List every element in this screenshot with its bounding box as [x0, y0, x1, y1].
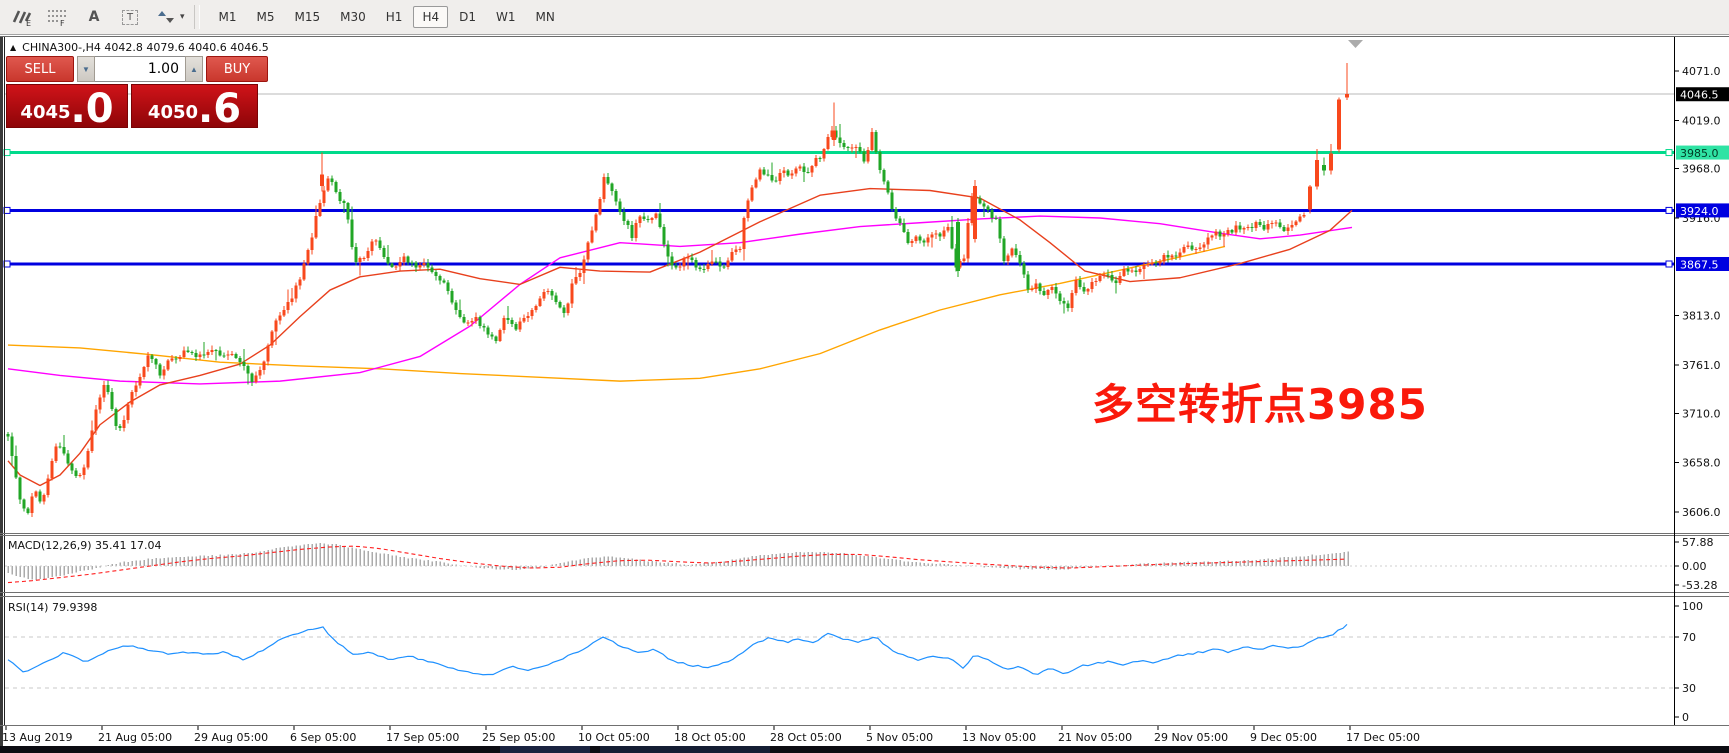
candlestick-series	[6, 62, 1349, 518]
date-tick-label: 21 Aug 05:00	[98, 731, 172, 744]
rsi-axis-label: 100	[1682, 600, 1703, 613]
timeframe-button-H1[interactable]: H1	[385, 10, 403, 24]
ma-fast-line	[7, 187, 1353, 487]
grid-forecast-icon[interactable]: F	[43, 4, 73, 30]
symbol-ohlc-header: ▲ CHINA300-,H4 4042.8 4079.6 4040.6 4046…	[10, 41, 269, 54]
date-tick-label: 6 Sep 05:00	[290, 731, 356, 744]
price-tick-label: 4019.0	[1682, 114, 1721, 127]
date-tick-label: 17 Sep 05:00	[386, 731, 459, 744]
toolbar: E F A T ▾ M1 M5 M15 M30 H1 H4 D1 W1 MN	[0, 0, 1729, 35]
chart-shift-marker-icon[interactable]	[1348, 40, 1363, 48]
macd-axis-label: 0.00	[1682, 560, 1707, 573]
buy-button[interactable]: BUY	[206, 56, 268, 82]
date-tick-label: 10 Oct 05:00	[578, 731, 650, 744]
indicator-axes: 57.88 0.00 -53.28 100 70 30 0	[1674, 536, 1717, 724]
price-badge	[1676, 256, 1729, 271]
level-handle[interactable]	[1665, 149, 1673, 157]
textbox-icon[interactable]: T	[115, 4, 145, 30]
date-tick-label: 28 Oct 05:00	[770, 731, 842, 744]
price-tick-label: 3658.0	[1682, 457, 1721, 470]
sell-price-big-digit: .0	[70, 86, 114, 132]
price-badge	[1676, 145, 1729, 160]
date-tick-label: 5 Nov 05:00	[866, 731, 933, 744]
volume-increase-button[interactable]: ▲	[185, 56, 203, 82]
caret-down-icon[interactable]: ▾	[180, 12, 185, 22]
expert-candles-icon[interactable]: E	[7, 4, 37, 30]
svg-text:E: E	[26, 19, 31, 27]
buy-price-main: 4050	[147, 102, 199, 123]
macd-axis-label: -53.28	[1682, 579, 1717, 592]
rsi-axis-label: 30	[1682, 682, 1696, 695]
toolbar-separator	[193, 5, 200, 29]
buy-price-box[interactable]: 4050.6	[131, 84, 258, 132]
macd-label: MACD(12,26,9) 35.41 17.04	[8, 539, 162, 552]
svg-text:F: F	[60, 19, 65, 27]
panel-borders	[0, 36, 1729, 753]
collapse-icon[interactable]: ▲	[10, 43, 17, 52]
date-tick-label: 29 Aug 05:00	[194, 731, 268, 744]
date-tick-label: 29 Nov 05:00	[1154, 731, 1228, 744]
buy-price-big-digit: .6	[198, 86, 242, 132]
level-handle[interactable]	[1665, 260, 1673, 268]
level-handle[interactable]	[1665, 206, 1673, 214]
timeframe-button-D1[interactable]: D1	[459, 10, 476, 24]
sell-price-box[interactable]: 4045.0	[6, 84, 128, 132]
timeframe-button-M5[interactable]: M5	[256, 10, 275, 24]
rsi-axis-label: 70	[1682, 631, 1696, 644]
date-tick-label: 17 Dec 05:00	[1346, 731, 1420, 744]
rsi-axis-label: 0	[1682, 711, 1689, 724]
sell-button[interactable]: SELL	[6, 56, 74, 82]
date-tick-label: 25 Sep 05:00	[482, 731, 555, 744]
ma-mid-line	[7, 215, 1353, 385]
timeframe-toolbar: M1 M5 M15 M30 H1 H4 D1 W1 MN	[209, 6, 565, 28]
ma-slow-line	[7, 245, 1226, 382]
date-tick-label: 9 Dec 05:00	[1250, 731, 1317, 744]
text-letter-icon[interactable]: A	[88, 9, 100, 25]
sell-price-main: 4045	[20, 102, 71, 123]
price-tick-label: 3606.0	[1682, 506, 1721, 519]
price-axis: 4071.04019.03968.03916.03813.03761.03710…	[1674, 65, 1729, 519]
price-tick-label: 4071.0	[1682, 65, 1721, 78]
sort-arrows-icon[interactable]	[151, 4, 181, 30]
price-badge-label: 3985.0	[1680, 147, 1719, 160]
bottom-taskbar-strip	[0, 746, 1729, 753]
date-tick-label: 13 Nov 05:00	[962, 731, 1036, 744]
symbol-ohlc-text: CHINA300-,H4 4042.8 4079.6 4040.6 4046.5	[22, 41, 269, 54]
one-click-trade-panel: SELL ▼ ▲ BUY 4045.0 4050.6	[6, 56, 268, 132]
price-tick-label: 3761.0	[1682, 359, 1721, 372]
price-badge-label: 3924.0	[1680, 205, 1719, 218]
price-tick-label: 3813.0	[1682, 310, 1721, 323]
price-badge-label: 3867.5	[1680, 258, 1719, 271]
date-axis: 13 Aug 2019 21 Aug 05:00 29 Aug 05:00 6 Sep…	[2, 726, 1420, 744]
horizontal-level-lines	[3, 149, 1674, 268]
date-tick-label: 18 Oct 05:00	[674, 731, 746, 744]
price-badge-label: 4046.5	[1680, 89, 1719, 102]
rsi-label: RSI(14) 79.9398	[8, 601, 98, 614]
macd-signal-line	[7, 545, 1345, 584]
text-annotation[interactable]: 多空转折点3985	[1092, 380, 1428, 429]
price-badge	[1676, 87, 1729, 102]
timeframe-button-H4[interactable]: H4	[413, 6, 449, 28]
timeframe-button-MN[interactable]: MN	[535, 10, 555, 24]
date-tick-label: 13 Aug 2019	[2, 731, 72, 744]
taskbar-segment	[600, 746, 770, 753]
taskbar-segment	[500, 746, 590, 753]
macd-axis-label: 57.88	[1682, 536, 1714, 549]
timeframe-button-M30[interactable]: M30	[340, 10, 366, 24]
price-badge	[1676, 203, 1729, 218]
timeframe-button-M1[interactable]: M1	[218, 10, 237, 24]
timeframe-button-M15[interactable]: M15	[294, 10, 321, 24]
price-tick-label: 3968.0	[1682, 163, 1721, 176]
timeframe-button-W1[interactable]: W1	[496, 10, 516, 24]
date-tick-label: 21 Nov 05:00	[1058, 731, 1132, 744]
price-tick-label: 3710.0	[1682, 407, 1721, 420]
volume-decrease-button[interactable]: ▼	[77, 56, 95, 82]
volume-input[interactable]	[95, 56, 185, 82]
rsi-line	[7, 623, 1348, 676]
